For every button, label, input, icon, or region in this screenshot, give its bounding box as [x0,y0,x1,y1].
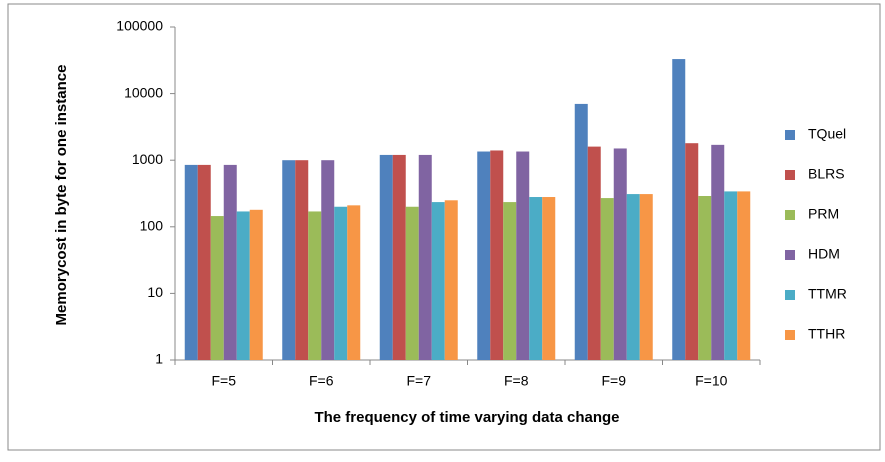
legend-swatch [785,130,795,140]
bar [672,59,686,361]
bar [542,197,556,360]
bar [724,191,738,360]
x-tick-label: F=6 [309,373,334,389]
y-tick-label: 1000 [132,151,163,167]
bar [516,151,530,360]
legend-swatch [785,250,795,260]
bar [223,164,237,360]
x-axis-title: The frequency of time varying data chang… [314,409,619,426]
y-tick-label: 100 [140,218,164,234]
y-tick-label: 10 [147,284,163,300]
x-tick-label: F=9 [601,373,626,389]
bar [600,198,614,360]
bar [249,209,263,360]
bar [236,211,250,360]
bar [334,206,348,360]
bar [282,160,296,360]
bar [574,103,588,360]
bar [490,150,504,360]
x-tick-label: F=7 [406,373,431,389]
bar [197,164,211,360]
y-axis-title: Memorycost in byte for one instance [53,65,70,326]
y-tick-label: 100000 [116,18,163,34]
legend-swatch [785,290,795,300]
bar [321,160,335,360]
legend-swatch [785,170,795,180]
bar [210,216,224,360]
bar [347,205,361,360]
legend-label: HDM [808,246,840,262]
bar [587,146,601,360]
legend-label: TTMR [808,286,847,302]
bar [295,160,309,360]
bar [529,197,543,360]
x-tick-label: F=10 [695,373,728,389]
bar [698,196,712,360]
legend-label: PRM [808,206,839,222]
legend-label: TTHR [808,326,845,342]
bar [308,211,322,360]
bar [737,191,751,360]
x-tick-label: F=5 [211,373,236,389]
x-tick-label: F=8 [504,373,529,389]
legend-label: BLRS [808,166,845,182]
bar [626,194,640,360]
bar [405,206,419,360]
bar [685,143,699,360]
bar [392,154,406,360]
bar [477,151,491,360]
bar [503,202,517,360]
bar [431,202,445,360]
bar [184,164,198,360]
bar [711,144,725,360]
bar [613,148,627,360]
legend-swatch [785,210,795,220]
bar [379,154,393,360]
y-tick-label: 10000 [124,84,163,100]
y-tick-label: 1 [155,351,163,367]
legend-label: TQuel [808,126,846,142]
bar [418,154,432,360]
bar [444,200,458,360]
legend-swatch [785,330,795,340]
bar [639,194,653,360]
